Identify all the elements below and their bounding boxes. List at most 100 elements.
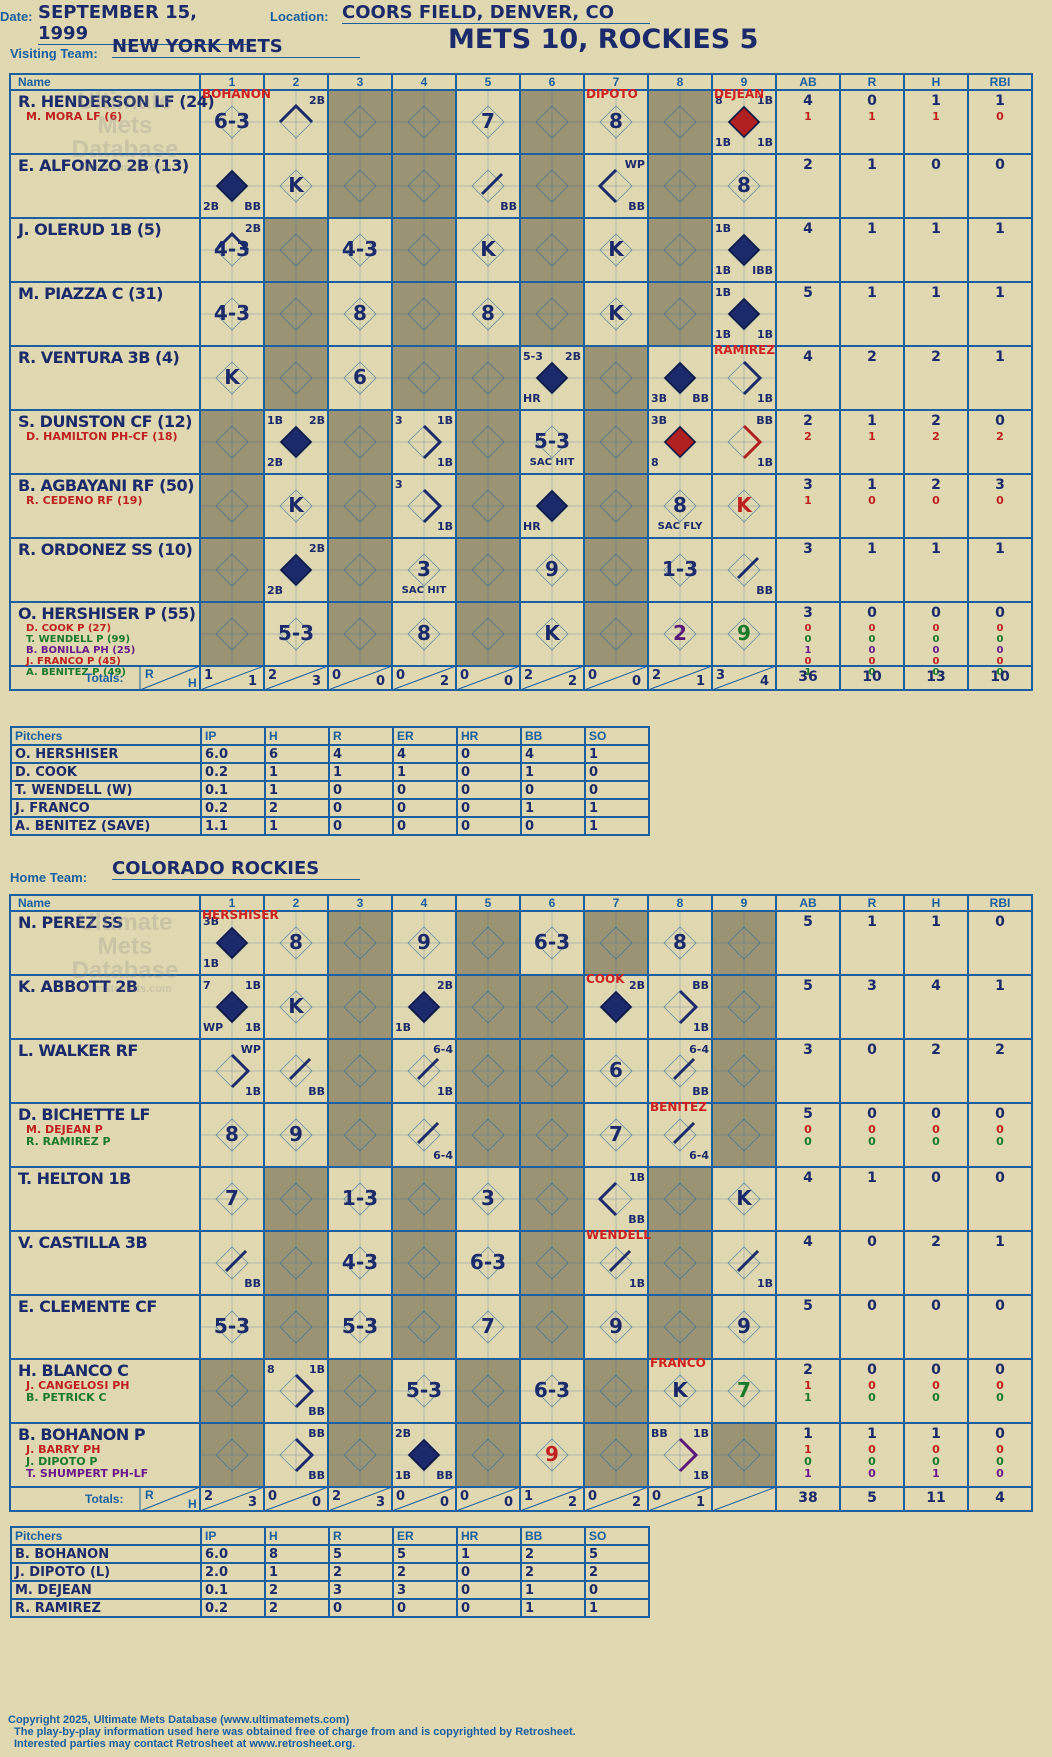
unused-inning-cell xyxy=(392,1295,456,1359)
unused-inning-cell xyxy=(328,474,392,538)
cell-annotation: WP xyxy=(240,1043,261,1056)
substitute-name: M. MORA LF (6) xyxy=(26,110,123,123)
diamond-outline xyxy=(215,1310,249,1344)
diamond-outline xyxy=(215,233,249,267)
play-result: 9 xyxy=(737,1314,751,1338)
unused-inning-cell xyxy=(200,474,264,538)
substitute-stat: 0 xyxy=(868,1123,876,1136)
cell-annotation: BB xyxy=(628,1213,645,1226)
pitcher-stat: 1 xyxy=(520,1598,586,1618)
batter-stat: 3 xyxy=(995,477,1005,493)
run-scored-diamond xyxy=(535,361,569,395)
substitute-stat: 2 xyxy=(996,430,1004,443)
cell-annotation: IBB xyxy=(752,264,773,277)
batter-stat: 2 xyxy=(931,1234,941,1250)
unused-inning-cell xyxy=(328,90,392,154)
play-result: K xyxy=(672,1378,688,1402)
total-stat: 11 xyxy=(926,1490,946,1506)
diamond-outline xyxy=(535,1118,569,1152)
inning-runs-total: 0 xyxy=(332,668,342,683)
unused-inning-cell xyxy=(328,975,392,1039)
diamond-outline xyxy=(471,361,505,395)
diamond-outline xyxy=(279,1054,313,1088)
diamond-outline xyxy=(663,489,697,523)
pitching-change-label: BOHANON xyxy=(202,87,271,101)
inning-header-1: 1 xyxy=(228,75,236,89)
batter-name: K. ABBOTT 2B xyxy=(18,977,138,996)
play-result: K xyxy=(288,173,304,197)
footer-copyright: Copyright 2025, Ultimate Mets Database (… xyxy=(8,1714,350,1726)
inning-runs-total: 0 xyxy=(460,1489,470,1504)
batter-stat: 4 xyxy=(931,978,941,994)
run-scored-diamond xyxy=(407,1438,441,1472)
unused-inning-cell xyxy=(200,602,264,666)
totals-slash xyxy=(647,1486,713,1512)
substitute-stat: 1 xyxy=(932,1467,940,1480)
cell-annotation: BB xyxy=(756,584,773,597)
batter-stat: 0 xyxy=(995,157,1005,173)
substitute-stat: 0 xyxy=(932,494,940,507)
diamond-outline xyxy=(535,617,569,651)
play-result: 1-3 xyxy=(661,557,699,581)
cell-annotation: BB xyxy=(651,1427,668,1440)
cell-annotation: BB xyxy=(308,1085,325,1098)
diamond-outline xyxy=(471,425,505,459)
inning-hits-total: 0 xyxy=(504,674,514,689)
substitute-name: J. FRANCO P (45) xyxy=(26,656,121,667)
pitcher-stat: 0.2 xyxy=(200,1598,266,1618)
totals-slash xyxy=(199,1486,265,1512)
cell-annotation: 1B xyxy=(756,392,773,405)
totals-slash xyxy=(139,1486,201,1512)
unused-inning-cell xyxy=(520,1295,584,1359)
pitcher-row: R. RAMIREZ 0.2 2 0 0 0 1 1 xyxy=(10,1598,650,1618)
basepath-line xyxy=(597,168,618,204)
diamond-outline xyxy=(471,1246,505,1280)
run-scored-diamond xyxy=(727,105,761,139)
basepath-line xyxy=(230,1053,251,1089)
diamond-outline xyxy=(215,1246,249,1280)
play-result: 8 xyxy=(417,621,431,645)
diamond-outline xyxy=(727,1438,761,1472)
diamond-outline xyxy=(343,1054,377,1088)
diamond-outline xyxy=(279,297,313,331)
cell-annotation: 1B xyxy=(756,136,773,149)
cell-annotation: 1B xyxy=(715,264,732,277)
batter-name: T. HELTON 1B xyxy=(18,1169,131,1188)
diamond-outline xyxy=(663,926,697,960)
unused-inning-cell xyxy=(264,1167,328,1231)
substitute-stat: 0 xyxy=(804,1455,812,1468)
cell-annotation: 1B xyxy=(692,1469,709,1482)
pitcher-stat: 2 xyxy=(264,1580,330,1600)
diamond-outline xyxy=(343,105,377,139)
inning-header-4: 4 xyxy=(420,896,428,910)
batter-stat: 1 xyxy=(931,1426,941,1442)
inning-header-9: 9 xyxy=(740,75,748,89)
basepath-line xyxy=(742,360,763,396)
unused-inning-cell xyxy=(584,474,648,538)
batter-stat: 3 xyxy=(803,605,813,621)
basepath-line xyxy=(416,1057,440,1081)
diamond-outline xyxy=(215,1438,249,1472)
cell-annotation: 1B xyxy=(267,414,284,427)
pitcher-stat: 0.1 xyxy=(200,780,266,800)
diamond-outline xyxy=(407,1374,441,1408)
substitute-name: D. HAMILTON PH-CF (18) xyxy=(26,430,178,443)
totals-slash xyxy=(583,1486,649,1512)
pitcher-stat: 1 xyxy=(264,1562,330,1582)
pitcher-stat: 0 xyxy=(328,816,394,836)
unused-inning-cell xyxy=(584,1359,648,1423)
pitcher-name: J. DIPOTO (L) xyxy=(10,1562,202,1582)
pitchers-header-cell: H xyxy=(264,726,330,746)
play-result: 8 xyxy=(353,301,367,325)
play-result: 5-3 xyxy=(213,1314,251,1338)
batter-name: R. HENDERSON LF (24) xyxy=(18,92,215,111)
pitcher-stat: 1 xyxy=(584,1598,650,1618)
totals-label: Totals: xyxy=(85,1492,124,1506)
diamond-outline xyxy=(343,553,377,587)
batter-name: E. CLEMENTE CF xyxy=(18,1297,157,1316)
inning-header-7: 7 xyxy=(612,75,620,89)
pitcher-stat: 1 xyxy=(584,798,650,818)
run-scored-diamond xyxy=(215,169,249,203)
cell-annotation: 2B xyxy=(267,456,284,469)
batter-name: B. AGBAYANI RF (50) xyxy=(18,476,194,495)
